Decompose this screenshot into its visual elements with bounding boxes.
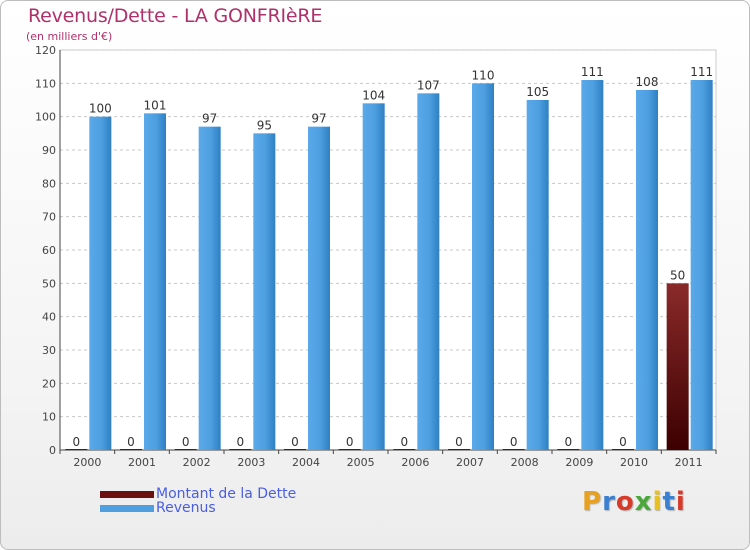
x-tick-label: 2002	[183, 456, 211, 469]
chart-title: Revenus/Dette - LA GONFRIèRE	[28, 5, 323, 27]
bar-revenus	[581, 80, 604, 450]
bar-dette	[393, 449, 416, 450]
bar-revenus	[690, 80, 713, 450]
logo-letter: P	[582, 487, 603, 517]
data-label-dette: 0	[619, 435, 627, 449]
bar-dette	[612, 449, 634, 450]
x-tick-label: 2006	[401, 456, 429, 469]
data-label-dette: 0	[346, 435, 354, 449]
bar-dette	[284, 449, 306, 450]
y-tick-label: 80	[42, 177, 56, 190]
logo-letter: o	[615, 487, 635, 517]
x-tick-label: 2004	[292, 456, 320, 469]
bar-dette	[229, 449, 252, 450]
y-tick-label: 60	[42, 244, 56, 257]
legend-item-dette: Montant de la Dette	[100, 486, 297, 502]
y-tick-label: 100	[35, 111, 56, 124]
data-label-dette: 0	[401, 435, 409, 449]
legend-swatch-revenus	[100, 504, 154, 512]
bar-revenus	[198, 126, 221, 451]
logo-letter: i	[675, 487, 686, 517]
bar-dette	[338, 449, 361, 450]
data-label-revenus: 111	[581, 65, 604, 79]
logo-letter: x	[634, 487, 653, 517]
y-tick-label: 110	[35, 77, 56, 90]
bar-revenus	[362, 103, 385, 450]
y-tick-label: 70	[42, 211, 56, 224]
y-tick-label: 120	[35, 44, 56, 57]
data-label-revenus: 105	[526, 85, 549, 99]
proxiti-logo: Proxiti	[582, 487, 686, 517]
data-label-revenus: 101	[144, 98, 167, 112]
data-label-revenus: 108	[636, 75, 659, 89]
y-tick-label: 40	[42, 311, 56, 324]
data-label-dette: 0	[510, 435, 518, 449]
bar-dette	[120, 449, 142, 450]
data-label-dette: 50	[670, 268, 685, 282]
data-label-revenus: 97	[202, 112, 217, 126]
bar-revenus	[526, 100, 549, 450]
y-tick-label: 20	[42, 377, 56, 390]
data-label-revenus: 104	[362, 88, 385, 102]
data-label-revenus: 97	[311, 112, 326, 126]
bar-dette	[65, 449, 88, 450]
y-tick-label: 50	[42, 277, 56, 290]
bar-dette	[448, 449, 470, 450]
data-label-dette: 0	[565, 435, 573, 449]
legend: Montant de la Dette Revenus	[100, 486, 297, 516]
y-tick-label: 0	[49, 444, 56, 457]
y-tick-label: 10	[42, 411, 56, 424]
x-tick-label: 2005	[347, 456, 375, 469]
legend-label-dette: Montant de la Dette	[156, 486, 297, 502]
bar-revenus	[144, 113, 166, 450]
x-tick-label: 2010	[620, 456, 648, 469]
data-label-revenus: 110	[472, 68, 495, 82]
data-label-revenus: 100	[89, 102, 112, 116]
data-label-dette: 0	[73, 435, 81, 449]
logo-letter: t	[662, 487, 676, 517]
chart-subtitle: (en milliers d'€)	[26, 30, 113, 43]
bar-dette	[557, 449, 580, 450]
x-tick-label: 2000	[73, 456, 101, 469]
y-tick-label: 90	[42, 144, 56, 157]
x-tick-label: 2003	[237, 456, 265, 469]
data-label-revenus: 111	[690, 65, 713, 79]
y-tick-label: 30	[42, 344, 56, 357]
bar-dette	[502, 449, 525, 450]
data-label-dette: 0	[237, 435, 245, 449]
x-tick-label: 2011	[675, 456, 703, 469]
data-label-dette: 0	[182, 435, 190, 449]
bar-dette	[666, 283, 689, 450]
x-tick-label: 2007	[456, 456, 484, 469]
bar-revenus	[308, 126, 330, 451]
bar-revenus	[89, 116, 112, 451]
data-label-revenus: 95	[257, 118, 272, 132]
data-label-dette: 0	[127, 435, 135, 449]
bar-revenus	[472, 83, 494, 450]
bar-dette	[174, 449, 197, 450]
x-tick-label: 2008	[511, 456, 539, 469]
data-label-dette: 0	[291, 435, 299, 449]
x-tick-label: 2009	[565, 456, 593, 469]
bar-revenus	[417, 93, 440, 450]
bar-revenus	[253, 133, 276, 451]
logo-letter: r	[602, 487, 616, 517]
legend-swatch-dette	[100, 490, 154, 498]
data-label-dette: 0	[455, 435, 463, 449]
x-tick-label: 2001	[128, 456, 156, 469]
legend-item-revenus: Revenus	[100, 500, 296, 516]
data-label-revenus: 107	[417, 78, 440, 92]
bar-revenus	[636, 90, 658, 450]
logo-letter: i	[652, 487, 663, 517]
legend-label-revenus: Revenus	[156, 500, 216, 516]
